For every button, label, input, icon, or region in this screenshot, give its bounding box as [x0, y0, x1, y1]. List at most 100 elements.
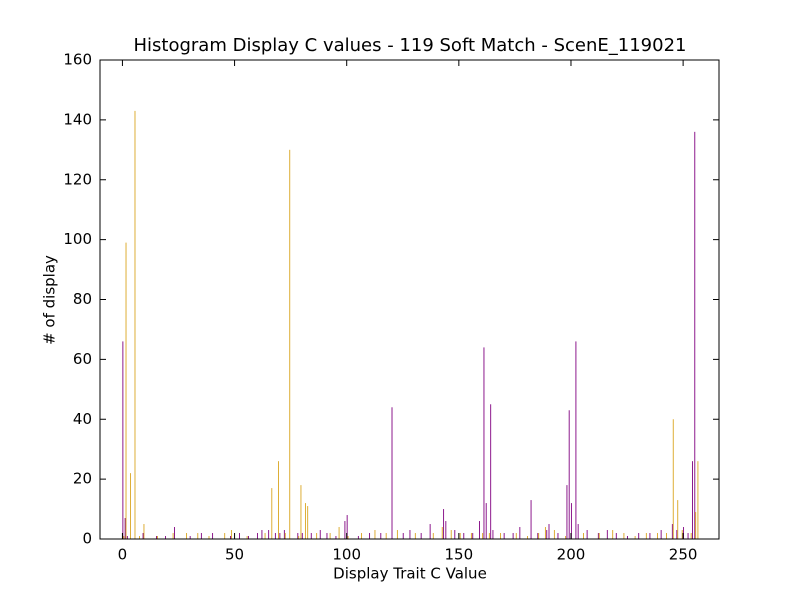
bar — [130, 473, 131, 539]
bar — [142, 533, 144, 539]
y-tick-label: 80 — [73, 290, 92, 308]
bar — [391, 407, 393, 539]
bar — [482, 533, 484, 539]
bar — [380, 533, 382, 539]
y-tick-label: 0 — [82, 530, 92, 548]
bar — [583, 533, 584, 539]
x-tick-label: 200 — [557, 546, 586, 564]
bar — [396, 530, 398, 539]
bar — [492, 530, 494, 539]
bar — [566, 485, 568, 539]
bar — [361, 533, 362, 539]
bar — [122, 341, 124, 539]
bar — [681, 530, 683, 539]
bar — [126, 536, 128, 539]
bar — [671, 524, 673, 539]
y-axis-label: # of display — [41, 255, 59, 345]
bar — [527, 536, 528, 539]
bar — [483, 347, 485, 539]
bar — [139, 536, 140, 539]
bar — [677, 500, 679, 539]
bar — [690, 533, 692, 539]
bar — [687, 533, 689, 539]
bar — [261, 530, 263, 539]
bar — [649, 533, 651, 539]
bar — [268, 530, 270, 539]
chart-title: Histogram Display C values - 119 Soft Ma… — [133, 35, 686, 56]
bar — [627, 536, 628, 539]
bar — [544, 527, 546, 539]
bar — [239, 533, 240, 539]
bar — [503, 533, 505, 539]
bar — [454, 530, 456, 539]
y-tick-label: 20 — [73, 470, 92, 488]
bar — [172, 533, 174, 539]
bar — [278, 461, 279, 539]
bar — [300, 485, 302, 539]
bar — [124, 518, 126, 539]
bar — [274, 533, 276, 539]
x-tick-label: 0 — [118, 546, 128, 564]
bar — [519, 527, 521, 539]
bar — [479, 521, 480, 539]
bar — [612, 530, 614, 539]
bar — [156, 536, 158, 539]
bar — [189, 536, 191, 539]
bar — [208, 536, 210, 539]
bar — [490, 404, 492, 539]
bar — [316, 533, 318, 539]
x-tick-label: 250 — [669, 546, 698, 564]
bar — [264, 533, 266, 539]
bar — [338, 527, 340, 539]
bar — [512, 533, 514, 539]
bar — [374, 530, 376, 539]
bar — [645, 533, 647, 539]
bar — [125, 242, 127, 539]
bar — [638, 533, 640, 539]
bar — [230, 530, 232, 539]
bar — [485, 503, 487, 539]
bar — [575, 341, 577, 539]
bar — [597, 533, 599, 539]
bar — [530, 500, 532, 539]
bar — [402, 533, 404, 539]
bar — [598, 533, 600, 539]
bar — [256, 533, 258, 539]
bar — [441, 527, 443, 539]
bar — [553, 530, 555, 539]
bar — [515, 533, 517, 539]
bar — [200, 533, 202, 539]
bar — [289, 149, 291, 539]
bar — [694, 131, 696, 539]
y-tick-label: 160 — [63, 51, 92, 69]
bar — [335, 536, 337, 539]
bar — [134, 110, 136, 540]
bar — [156, 536, 157, 539]
bar — [537, 533, 539, 539]
bar — [346, 515, 348, 539]
bar — [672, 419, 674, 539]
bar — [577, 524, 579, 539]
bar — [224, 533, 226, 539]
bar — [606, 530, 608, 539]
bar — [695, 512, 697, 539]
bar — [657, 533, 658, 539]
bar — [307, 506, 309, 539]
bar — [429, 524, 431, 539]
bar — [470, 533, 472, 539]
y-tick-label: 100 — [63, 230, 92, 248]
bar — [369, 533, 371, 539]
bar — [347, 536, 349, 539]
x-tick-label: 150 — [445, 546, 474, 564]
bar — [557, 533, 559, 539]
bar — [450, 530, 452, 539]
bar — [432, 533, 434, 539]
y-tick-label: 140 — [63, 110, 92, 128]
bar — [697, 461, 699, 539]
bar — [279, 533, 281, 539]
bar — [463, 533, 465, 539]
bar — [615, 533, 617, 539]
bar — [197, 533, 199, 539]
bar — [230, 536, 231, 539]
